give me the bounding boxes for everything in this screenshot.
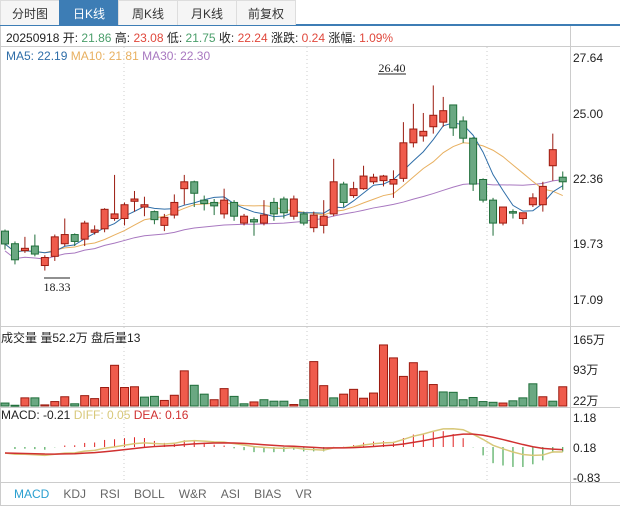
volume-tick: 22万: [573, 394, 599, 408]
low-value: 21.75: [185, 31, 216, 45]
close-label: 收:: [218, 31, 235, 45]
dea-value: DEA: 0.16: [133, 408, 189, 422]
price-tick: 22.36: [573, 172, 604, 186]
pct-value: 1.09%: [359, 31, 394, 45]
price-tick: 25.00: [573, 107, 604, 121]
indicator-tab-vr[interactable]: VR: [295, 487, 313, 501]
ma10-label: MA10: 21.81: [70, 49, 139, 63]
indicator-tab-macd[interactable]: MACD: [14, 487, 50, 501]
tab-weekly-k[interactable]: 周K线: [118, 0, 178, 25]
svg-text:26.40: 26.40: [379, 61, 406, 75]
volume-label: 成交量 量52.2万 盘后量13: [1, 331, 141, 345]
diff-value: DIFF: 0.05: [73, 408, 131, 422]
macd-tick: -0.83: [573, 471, 601, 485]
macd-value: MACD: -0.21: [1, 408, 71, 422]
volume-tick: 93万: [573, 363, 599, 377]
indicator-tab-asi[interactable]: ASI: [220, 487, 241, 501]
high-value: 23.08: [133, 31, 164, 45]
pct-label: 涨幅:: [328, 31, 356, 45]
svg-text:18.33: 18.33: [44, 280, 71, 294]
ma-legend: MA5: 22.19 MA10: 21.81 MA30: 22.30: [6, 49, 210, 63]
info-divider: [0, 46, 620, 47]
tab-timeshare[interactable]: 分时图: [0, 0, 60, 25]
macd-tick: 0.18: [573, 441, 597, 455]
price-tick: 19.73: [573, 237, 604, 251]
date: 20250918: [6, 31, 60, 45]
kline-chart[interactable]: 26.40 18.33: [0, 0, 570, 482]
volume-panel-bottom: [0, 407, 620, 408]
tab-monthly-k[interactable]: 月K线: [177, 0, 237, 25]
indicator-tab-rsi[interactable]: RSI: [100, 487, 121, 501]
tab-daily-k[interactable]: 日K线: [59, 0, 119, 25]
axis-divider: [570, 26, 571, 506]
price-tick: 17.09: [573, 293, 604, 307]
indicator-tab-boll[interactable]: BOLL: [134, 487, 165, 501]
open-value: 21.86: [81, 31, 112, 45]
indicator-tab-bias[interactable]: BIAS: [254, 487, 282, 501]
volume-tick: 165万: [573, 333, 606, 347]
ohlc-info: 20250918 开: 21.86 高: 23.08 低: 21.75 收: 2…: [6, 29, 393, 46]
low-label: 低:: [166, 31, 183, 45]
indicator-tab-wr[interactable]: W&R: [178, 487, 207, 501]
macd-legend: MACD: -0.21 DIFF: 0.05 DEA: 0.16: [1, 408, 188, 422]
chart-period-tabs: 分时图 日K线 周K线 月K线 前复权: [0, 0, 620, 26]
price-panel-bottom: [0, 326, 620, 327]
indicator-tabs: MACD KDJ RSI BOLL W&R ASI BIAS VR: [14, 487, 326, 501]
macd-tick: 1.18: [573, 411, 597, 425]
ma5-label: MA5: 22.19: [6, 49, 68, 63]
tab-forward-adjusted[interactable]: 前复权: [236, 0, 296, 25]
change-label: 涨跌:: [270, 31, 299, 45]
open-label: 开:: [62, 31, 79, 45]
price-tick: 27.64: [573, 51, 604, 65]
high-label: 高:: [114, 31, 131, 45]
macd-panel-bottom: [0, 482, 620, 483]
change-value: 0.24: [301, 31, 326, 45]
close-value: 22.24: [237, 31, 268, 45]
ma30-label: MA30: 22.30: [142, 49, 211, 63]
indicator-tab-kdj[interactable]: KDJ: [63, 487, 87, 501]
